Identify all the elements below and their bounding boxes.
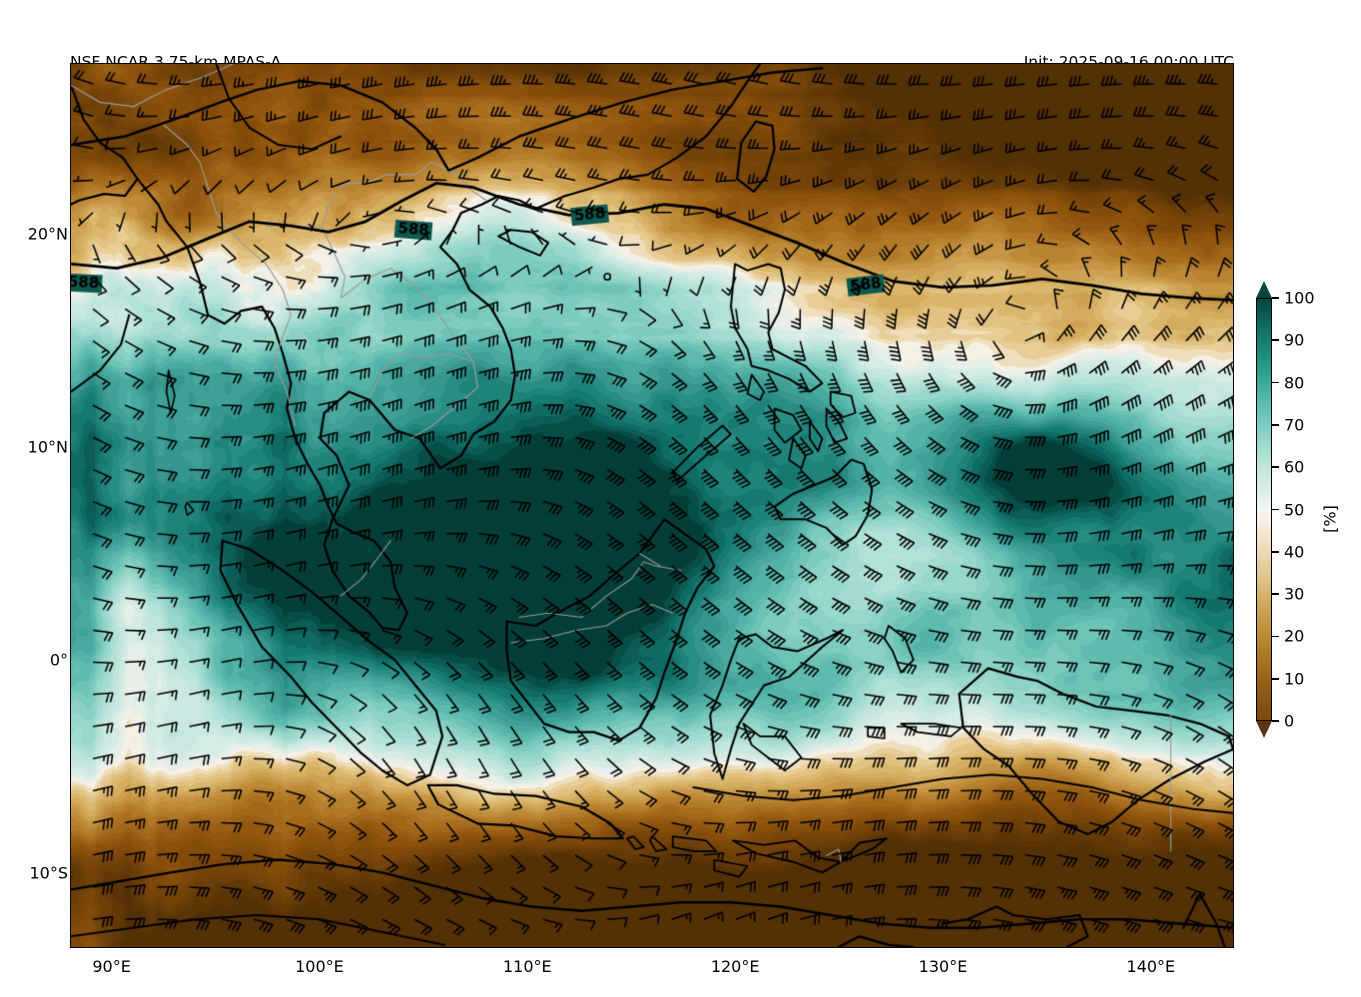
y-tick-label: 10°N — [27, 437, 68, 457]
x-tick-label: 130°E — [918, 957, 968, 976]
colorbar-tick-label: 40 — [1284, 542, 1305, 562]
colorbar-tick-mark — [1272, 297, 1279, 299]
colorbar-tick-label: 100 — [1284, 288, 1315, 308]
x-tick-label: 120°E — [710, 957, 760, 976]
y-tick-label: 0° — [49, 650, 68, 670]
x-tick-label: 100°E — [295, 957, 344, 976]
colorbar-unit-label: [%] — [1320, 505, 1340, 533]
colorbar-extend-max-arrow — [1256, 281, 1272, 298]
colorbar-tick-label: 60 — [1284, 457, 1305, 477]
colorbar-tick-mark — [1272, 381, 1279, 384]
y-tick-label: 10°S — [29, 863, 68, 883]
map-plot-area — [70, 63, 1234, 948]
colorbar-tick-label: 0 — [1284, 711, 1295, 731]
colorbar-tick-mark — [1272, 339, 1279, 342]
colorbar-tick-mark — [1272, 508, 1279, 511]
colorbar-tick-label: 20 — [1284, 626, 1305, 646]
x-tick-label: 90°E — [92, 957, 131, 976]
colorbar-tick-mark — [1272, 550, 1279, 553]
colorbar-gradient — [1256, 298, 1272, 721]
colorbar-tick-label: 70 — [1284, 415, 1305, 435]
colorbar-tick-mark — [1272, 593, 1279, 595]
colorbar-extend-min-arrow — [1256, 721, 1272, 738]
colorbar: 0 10 20 30 40 50 60 70 80 90 100 — [1256, 281, 1315, 738]
colorbar-tick-mark — [1272, 720, 1279, 722]
humidity-height-wind-map — [71, 64, 1233, 947]
colorbar-tick-mark — [1272, 466, 1279, 469]
colorbar-tick-label: 90 — [1284, 330, 1305, 350]
colorbar-tick-mark — [1272, 635, 1279, 638]
colorbar-tick-mark — [1272, 677, 1279, 680]
x-tick-label: 110°E — [502, 957, 552, 976]
colorbar-tick-label: 80 — [1284, 373, 1305, 393]
colorbar-tick-label: 30 — [1284, 584, 1305, 604]
y-tick-label: 20°N — [27, 224, 68, 244]
x-tick-label: 140°E — [1126, 957, 1176, 976]
colorbar-tick-label: 50 — [1284, 500, 1305, 519]
colorbar-tick-mark — [1272, 424, 1279, 426]
colorbar-tick-label: 10 — [1284, 669, 1305, 689]
